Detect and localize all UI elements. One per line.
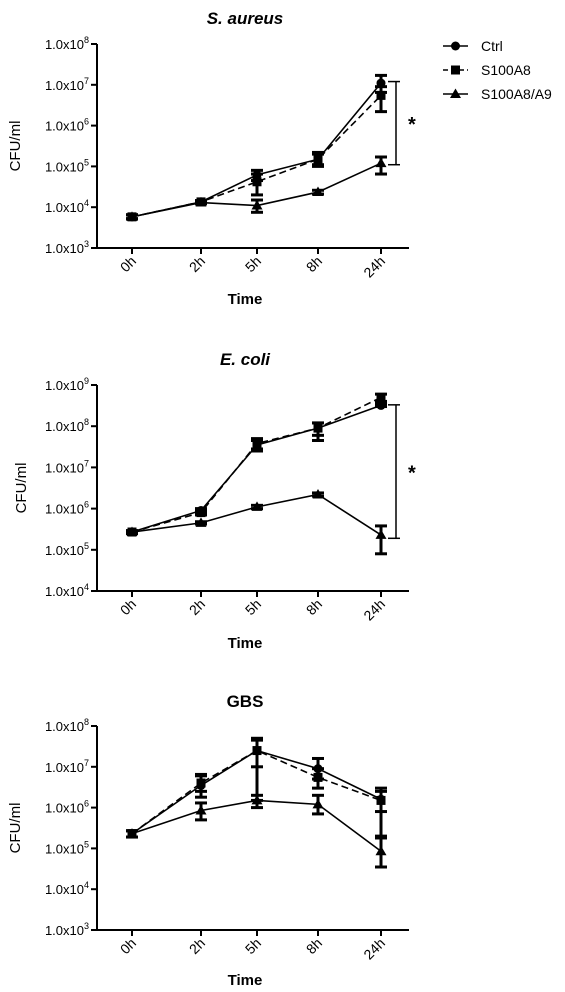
series-line (131, 404, 382, 533)
data-point (313, 423, 323, 433)
y-axis-label: CFU/ml (7, 803, 24, 854)
data-point (312, 488, 324, 499)
legend-marker (451, 41, 460, 51)
significance-bracket: * (388, 80, 416, 166)
y-tick-label: 1.0x108 (45, 417, 89, 434)
x-tick-label: 2h (186, 253, 208, 275)
data-point (196, 508, 206, 518)
data-point (313, 154, 323, 164)
y-tick-label: 1.0x104 (45, 880, 89, 897)
x-tick-label: 24h (360, 935, 388, 963)
data-point (252, 177, 262, 187)
data-point (375, 529, 387, 539)
x-tick-label: 2h (186, 935, 208, 957)
y-tick-label: 1.0x104 (45, 198, 89, 215)
data-point (251, 794, 263, 805)
y-tick-label: 1.0x103 (45, 921, 89, 938)
data-point (376, 90, 386, 100)
data-point (126, 526, 138, 537)
y-tick-label: 1.0x108 (45, 717, 89, 734)
significance-label: * (408, 463, 416, 485)
data-point (312, 798, 324, 809)
data-point (126, 211, 138, 221)
x-tick-label: 8h (303, 253, 325, 275)
x-tick-label: 0h (117, 596, 139, 618)
y-axis-label: CFU/ml (7, 121, 24, 172)
x-tick-label: 5h (242, 935, 264, 957)
chart-3: GBS 1.0x103 1.0x104 1.0x105 1.0x106 1.0x107 1.… (7, 692, 409, 989)
data-point (376, 795, 386, 805)
x-axis-label: Time (228, 291, 263, 308)
series-line (131, 82, 382, 218)
series-line (131, 493, 382, 536)
y-tick-label: 1.0x106 (45, 117, 89, 134)
y-tick-label: 1.0x109 (45, 376, 89, 393)
data-point (126, 828, 138, 838)
legend: Ctrl S100A8 S100A8/A9 (443, 38, 552, 102)
legend-marker (450, 88, 461, 98)
data-point (376, 400, 386, 410)
y-tick-label: 1.0x106 (45, 799, 89, 816)
series-s100a8-a9 (126, 488, 387, 556)
significance-bracket: * (388, 404, 416, 540)
x-tick-label: 5h (242, 253, 264, 275)
data-point (195, 804, 207, 815)
data-point (251, 200, 263, 210)
y-tick-label: 1.0x106 (45, 500, 89, 517)
y-tick-label: 1.0x107 (45, 76, 89, 93)
y-axis-label: CFU/ml (13, 463, 30, 514)
series-line (131, 749, 382, 835)
data-point (251, 501, 263, 511)
x-axis-label: Time (228, 635, 263, 652)
series-s100a8-a9 (126, 793, 387, 869)
data-point (195, 197, 207, 207)
legend-label: Ctrl (481, 38, 503, 54)
y-tick-label: 1.0x105 (45, 541, 89, 558)
x-tick-label: 8h (303, 935, 325, 957)
x-tick-label: 0h (117, 253, 139, 275)
legend-label: S100A8/A9 (481, 86, 552, 102)
data-point (252, 746, 262, 756)
series-s100a8-a9 (126, 155, 387, 221)
x-tick-label: 24h (360, 253, 388, 281)
y-tick-label: 1.0x103 (45, 239, 89, 256)
chart-1: S. aureus 1.0x103 1.0x104 1.0x105 1.0x106 1.0… (7, 9, 416, 308)
y-tick-label: 1.0x104 (45, 582, 89, 599)
chart-title: E. coli (220, 350, 271, 369)
series-s100a8 (126, 392, 387, 537)
data-point (375, 845, 387, 856)
data-point (196, 778, 206, 788)
y-tick-label: 1.0x107 (45, 758, 89, 775)
x-tick-label: 2h (186, 596, 208, 618)
x-tick-label: 5h (242, 596, 264, 618)
y-tick-label: 1.0x105 (45, 157, 89, 174)
chart-title: S. aureus (207, 9, 284, 28)
data-point (313, 772, 323, 782)
x-axis-label: Time (228, 972, 263, 989)
legend-marker (451, 65, 460, 75)
data-point (195, 517, 207, 527)
y-tick-label: 1.0x107 (45, 458, 89, 475)
data-point (375, 157, 387, 168)
data-point (252, 439, 262, 449)
x-tick-label: 0h (117, 935, 139, 957)
data-point (312, 186, 324, 197)
series-ctrl (126, 400, 387, 537)
y-tick-label: 1.0x108 (45, 35, 89, 52)
significance-label: * (408, 114, 416, 136)
data-point (376, 392, 386, 402)
chart-title: GBS (227, 692, 264, 711)
y-tick-label: 1.0x105 (45, 839, 89, 856)
legend-label: S100A8 (481, 62, 531, 78)
chart-2: E. coli 1.0x104 1.0x105 1.0x106 1.0x107 1.0x1… (13, 350, 416, 652)
x-tick-label: 8h (303, 596, 325, 618)
x-tick-label: 24h (360, 596, 388, 624)
